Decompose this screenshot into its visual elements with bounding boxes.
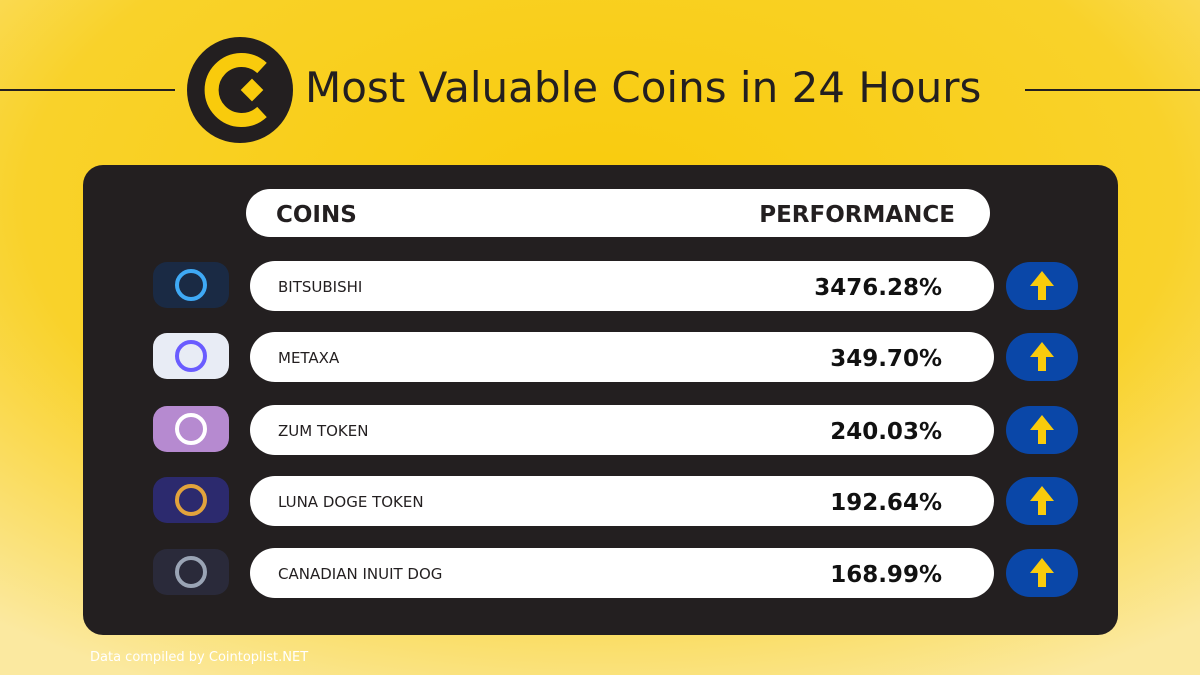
row: CANADIAN INUIT DOG 168.99%	[153, 548, 1078, 598]
rows: BITSUBISHI 3476.28% METAXA 349.70% ZUM TOKEN…	[153, 261, 1078, 598]
up-arrow	[1030, 415, 1054, 444]
row-pill	[250, 476, 994, 526]
row-pill	[250, 261, 994, 311]
coin-icon	[153, 406, 229, 452]
performance: 3476.28%	[814, 275, 942, 301]
row: METAXA 349.70%	[153, 332, 1078, 382]
coin-name: BITSUBISHI	[278, 278, 362, 296]
performance: 240.03%	[830, 419, 942, 445]
source-note: Data compiled by Cointoplist.NET	[90, 650, 308, 665]
performance: 192.64%	[830, 490, 942, 516]
performance: 349.70%	[830, 346, 942, 372]
coin-icon	[153, 262, 229, 308]
title: Most Valuable Coins in 24 Hours	[305, 63, 981, 112]
coin-icon-mark	[175, 413, 207, 445]
up-arrow	[1030, 271, 1054, 300]
column-header: COINS	[276, 202, 357, 228]
row: ZUM TOKEN 240.03%	[153, 405, 1078, 455]
performance: 168.99%	[830, 562, 942, 588]
coin-name: ZUM TOKEN	[278, 422, 368, 440]
coin-name: LUNA DOGE TOKEN	[278, 493, 424, 511]
coin-icon-mark	[175, 340, 207, 372]
coin-icon-mark	[175, 269, 207, 301]
up-arrow	[1030, 486, 1054, 515]
column-header: PERFORMANCE	[759, 202, 955, 228]
row: BITSUBISHI 3476.28%	[153, 261, 1078, 311]
row: LUNA DOGE TOKEN 192.64%	[153, 476, 1078, 526]
header-pill	[246, 189, 990, 237]
row-pill	[250, 405, 994, 455]
coin-icon-mark	[175, 556, 207, 588]
row-pill	[250, 332, 994, 382]
coin-name: CANADIAN INUIT DOG	[278, 565, 442, 583]
coin-icon	[153, 477, 229, 523]
coin-icon-mark	[175, 484, 207, 516]
coin-icon	[153, 333, 229, 379]
coin-name: METAXA	[278, 349, 340, 367]
logo	[187, 37, 293, 143]
up-arrow	[1030, 558, 1054, 587]
up-arrow	[1030, 342, 1054, 371]
coin-icon	[153, 549, 229, 595]
row-pill	[250, 548, 994, 598]
